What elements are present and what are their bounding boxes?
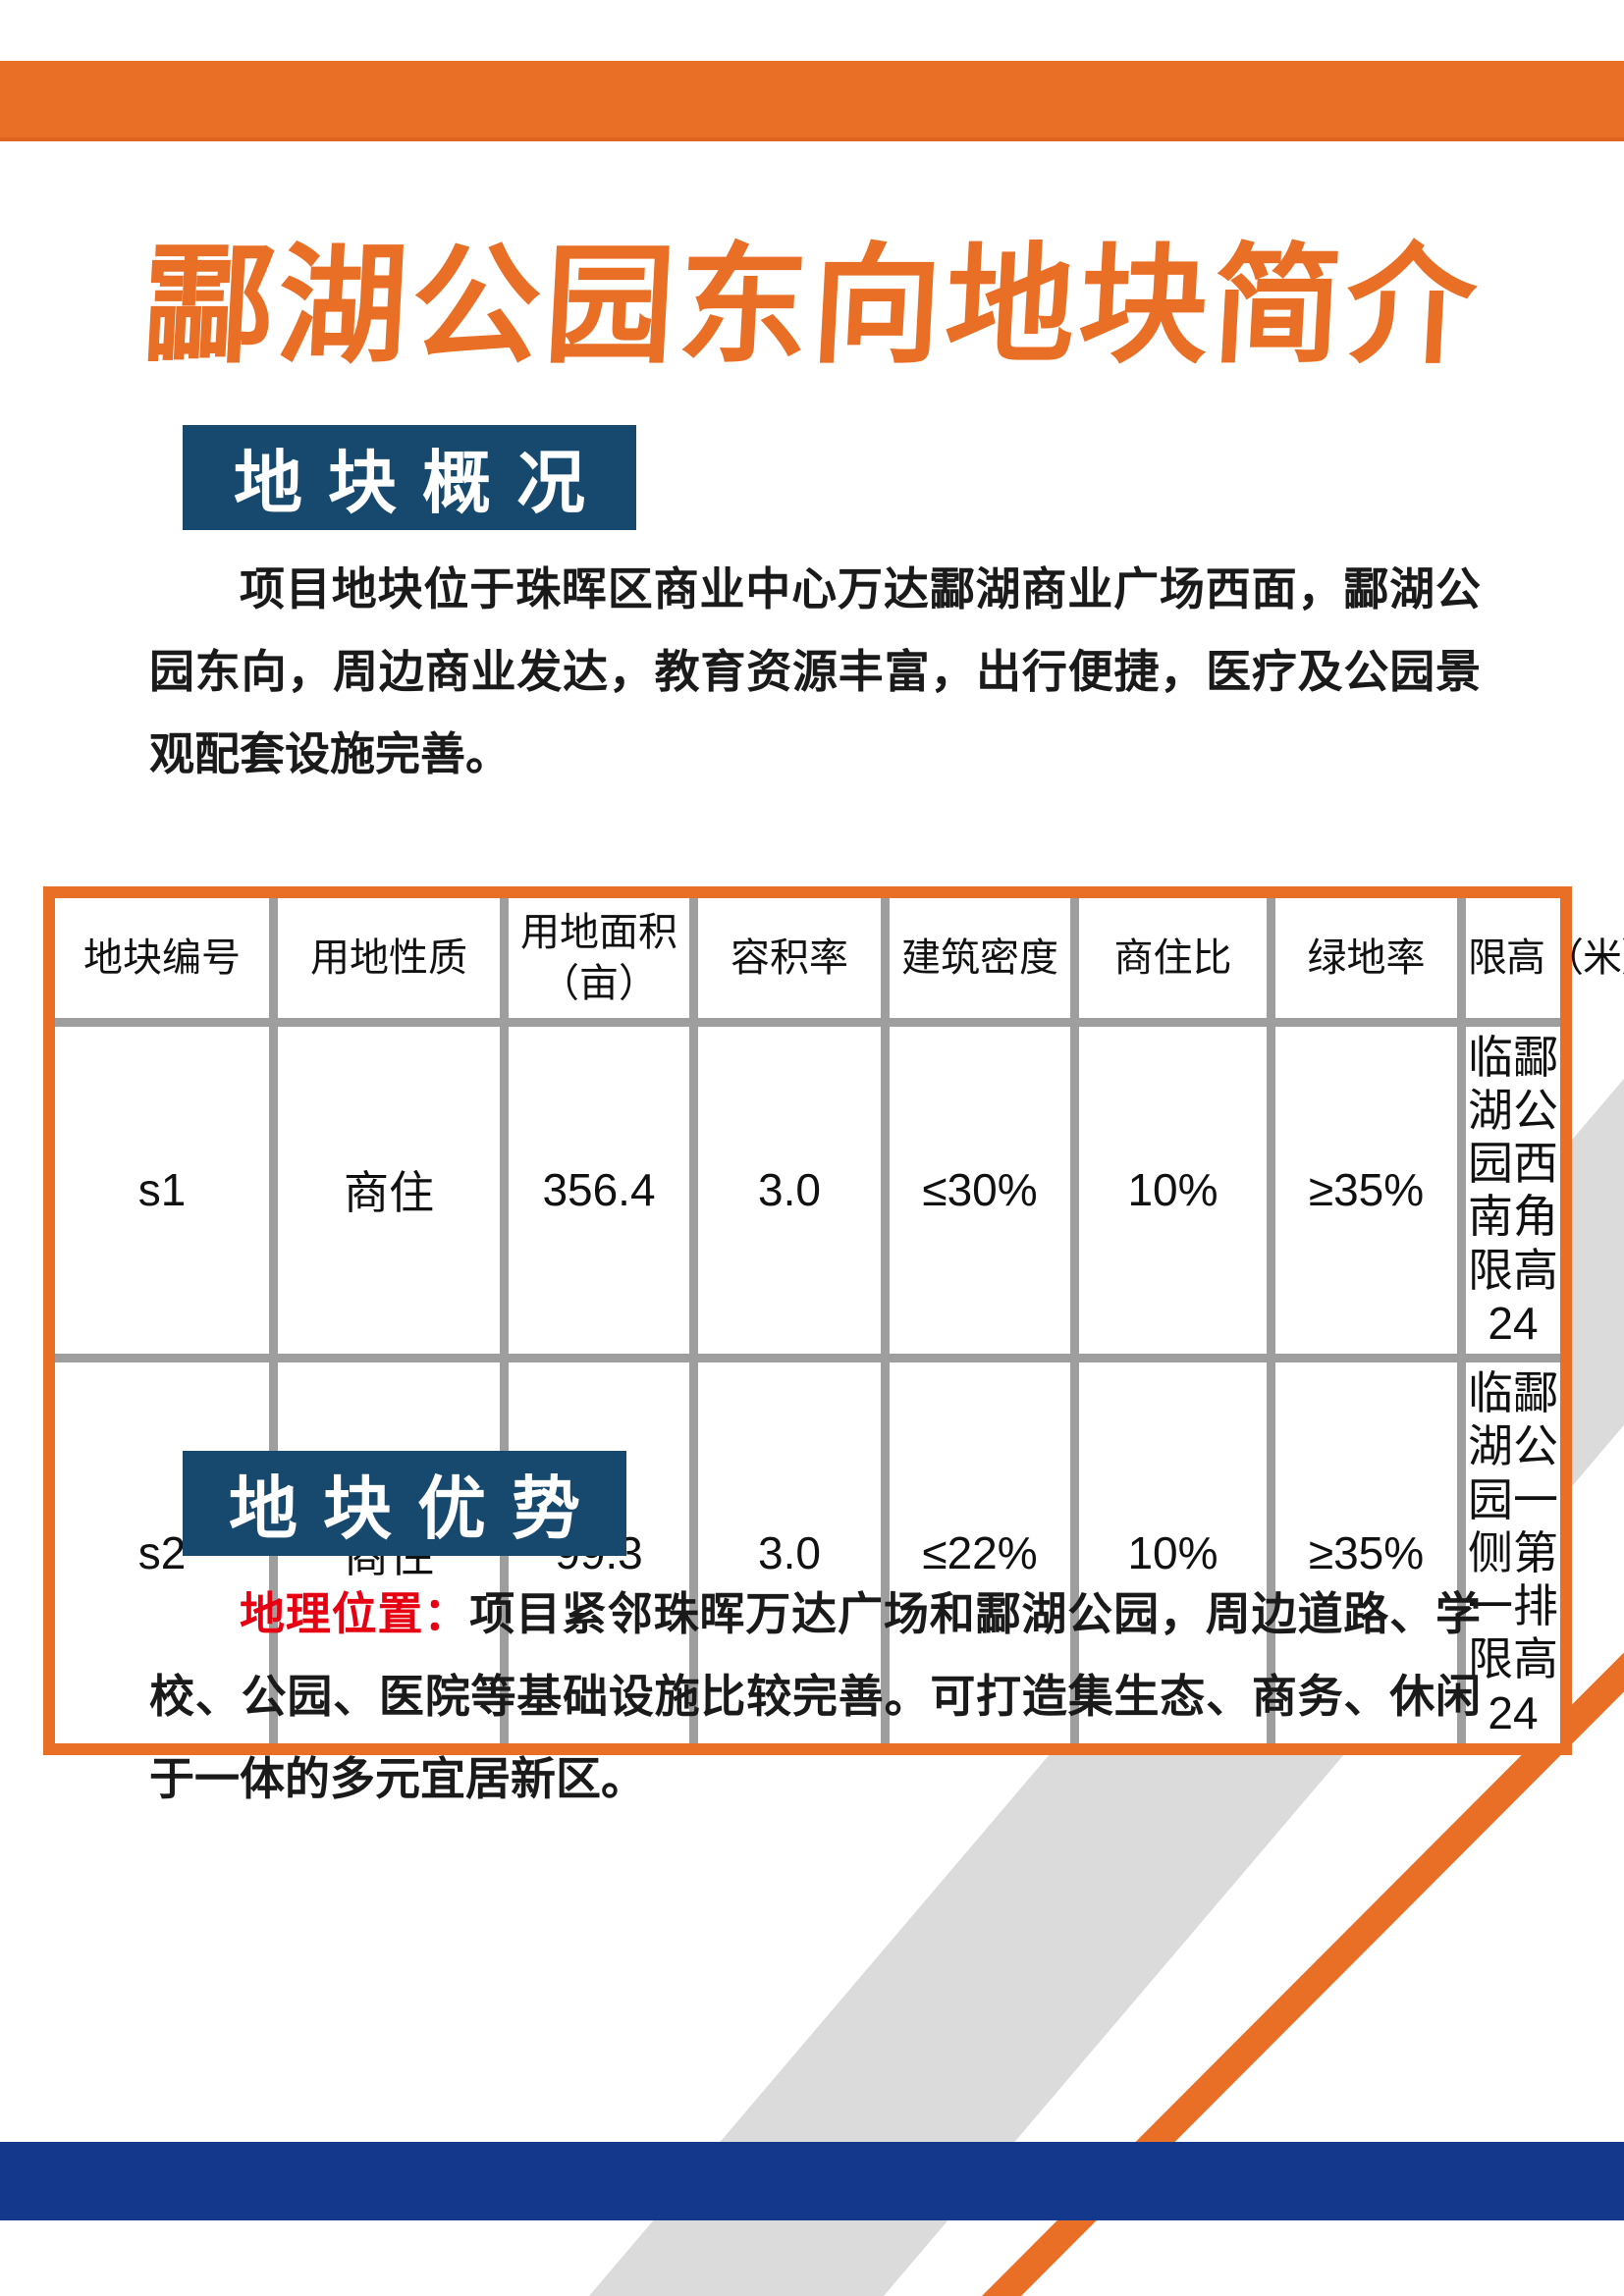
table-cell: 356.4 [500,1017,698,1363]
table-header-cell: 用地面积（亩） [500,887,698,1027]
table-cell: ≤30% [881,1017,1079,1363]
table-cell: 3.0 [689,1017,890,1363]
table-header-cell: 限高（米） [1457,887,1624,1027]
section-header-advantages-label: 地块优势 [229,1470,606,1547]
table-cell: 10% [1070,1017,1275,1363]
table-cell: ≥35% [1267,1017,1466,1363]
section-header-overview-label: 地块概况 [234,445,611,521]
table-cell: ≤22% [881,1354,1079,1754]
page-title: 酃湖公园东向地块简介 [140,234,1484,378]
table-header-cell: 容积率 [689,887,890,1027]
location-label: 地理位置： [240,1588,470,1639]
table-cell: 临酃湖公园西南角限高24 [1457,1017,1571,1363]
table-header-cell: 商住比 [1070,887,1275,1027]
table-header-cell: 用地性质 [269,887,509,1027]
table-header-cell: 绿地率 [1267,887,1466,1027]
advantages-paragraph: 地理位置：项目紧邻珠晖万达广场和酃湖公园，周边道路、学校、公园、医院等基础设施比… [149,1573,1481,1820]
table-cell: 临酃湖公园一侧第一排限高24 [1457,1354,1571,1754]
section-header-advantages: 地块优势 [183,1451,626,1556]
bottom-blue-band [0,2142,1624,2220]
table-cell: 3.0 [689,1354,890,1754]
table-cell: s1 [44,1017,278,1363]
table-row: s1 商住 356.4 3.0 ≤30% 10% ≥35% 临酃湖公园西南角限高… [44,1017,1571,1363]
table-cell: ≥35% [1267,1354,1466,1754]
advantages-paragraph-text: 项目紧邻珠晖万达广场和酃湖公园，周边道路、学校、公园、医院等基础设施比较完善。可… [149,1588,1482,1804]
table-cell: 商住 [269,1017,509,1363]
table-cell: 10% [1070,1354,1275,1754]
table-header-cell: 地块编号 [44,887,278,1027]
plot-table: 地块编号 用地性质 用地面积（亩） 容积率 建筑密度 商住比 绿地率 限高（米）… [43,886,1624,1755]
section-header-overview: 地块概况 [183,425,636,530]
overview-paragraph: 项目地块位于珠晖区商业中心万达酃湖商业广场西面，酃湖公园东向，周边商业发达，教育… [149,563,1481,779]
table-header-cell: 建筑密度 [881,887,1079,1027]
top-orange-band [0,61,1624,141]
table-header-row: 地块编号 用地性质 用地面积（亩） 容积率 建筑密度 商住比 绿地率 限高（米） [44,887,1624,1027]
orange-diagonal-line [982,1652,1624,2296]
